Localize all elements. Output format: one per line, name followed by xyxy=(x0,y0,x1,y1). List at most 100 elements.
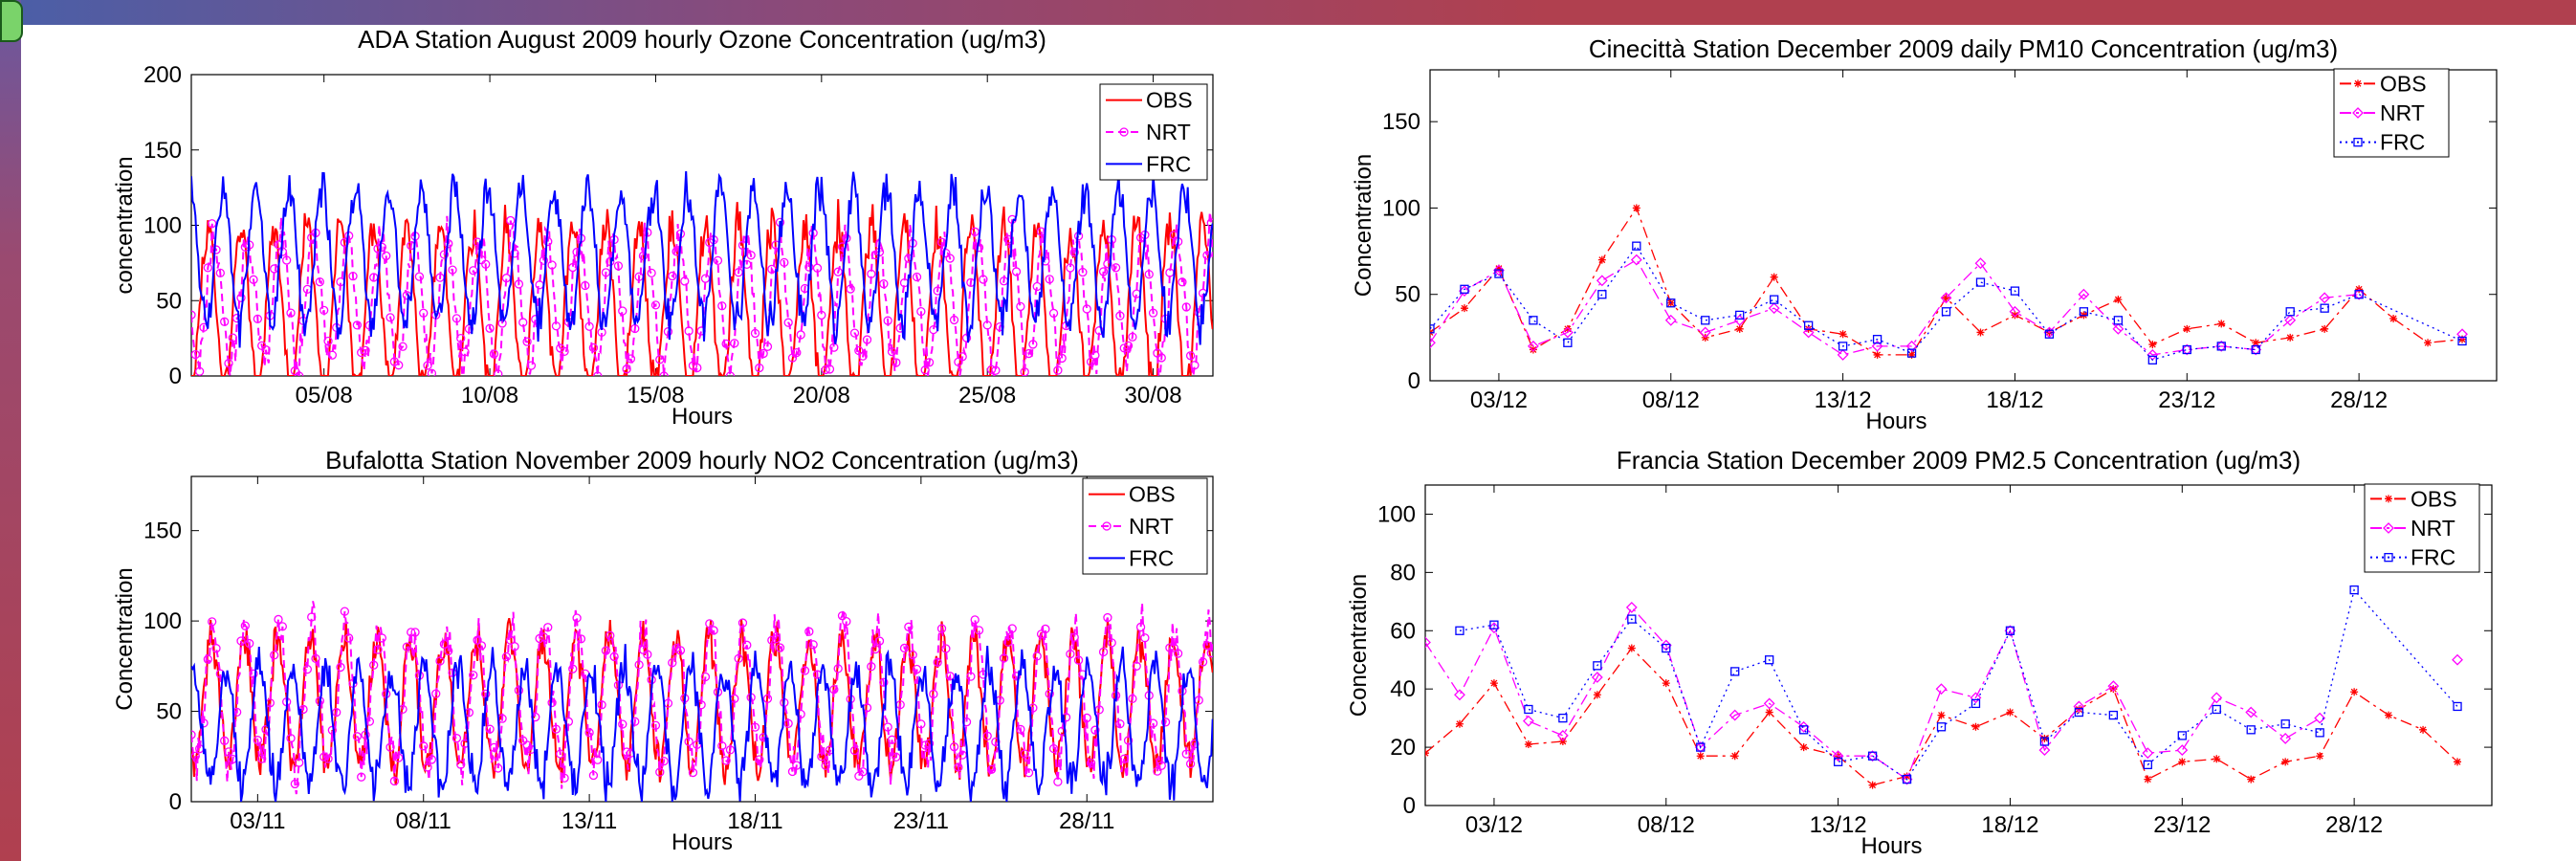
data-point-nrt xyxy=(1078,267,1088,277)
data-point-obs xyxy=(1632,204,1640,212)
data-point-nrt xyxy=(817,752,826,762)
data-point-nrt xyxy=(456,333,466,343)
data-point-frc xyxy=(2108,710,2119,720)
data-point-obs xyxy=(1937,711,1946,719)
data-point-nrt xyxy=(588,770,599,781)
data-point-nrt xyxy=(800,666,810,675)
data-point-obs xyxy=(2109,685,2118,694)
data-point-nrt xyxy=(1940,292,1952,304)
data-point-nrt xyxy=(717,301,727,311)
data-point-nrt xyxy=(510,249,519,258)
data-point-nrt xyxy=(892,752,901,762)
data-point-nrt xyxy=(1454,689,1465,701)
data-point-nrt xyxy=(1098,267,1109,276)
data-point-nrt xyxy=(224,359,233,368)
data-point-nrt xyxy=(1028,340,1038,349)
data-point-nrt xyxy=(361,345,370,355)
data-point-nrt xyxy=(501,651,512,662)
data-point-nrt xyxy=(1123,736,1134,745)
data-point-obs xyxy=(2011,311,2019,320)
data-point-nrt xyxy=(228,333,237,342)
data-point-nrt xyxy=(1045,275,1054,284)
data-point-obs xyxy=(2385,711,2393,719)
data-point-nrt xyxy=(1527,340,1539,352)
data-point-nrt xyxy=(249,275,258,284)
data-point-frc xyxy=(1597,290,1607,299)
data-point-nrt xyxy=(783,318,793,327)
data-point-nrt xyxy=(1024,768,1034,778)
data-point-nrt xyxy=(1206,648,1213,658)
data-point-frc xyxy=(2349,585,2359,595)
y-tick-label: 40 xyxy=(1390,676,1416,702)
data-point-nrt xyxy=(556,749,565,759)
data-point-nrt xyxy=(887,735,897,744)
data-point-nrt xyxy=(253,314,263,324)
data-point-nrt xyxy=(1132,661,1141,671)
data-point-nrt xyxy=(344,633,354,643)
data-point-nrt xyxy=(249,669,258,678)
data-point-nrt xyxy=(1016,301,1025,312)
data-point-nrt xyxy=(974,626,984,635)
data-point-obs xyxy=(2454,758,2462,766)
data-point-nrt xyxy=(920,740,930,750)
data-point-nrt xyxy=(688,767,698,778)
corner-tab-icon[interactable] xyxy=(0,0,23,42)
data-point-nrt xyxy=(961,333,972,342)
data-point-nrt xyxy=(883,722,892,732)
data-point-nrt xyxy=(668,271,677,281)
data-point-nrt xyxy=(1053,777,1063,786)
data-point-nrt xyxy=(904,254,914,263)
data-point-nrt xyxy=(394,361,404,370)
data-point-nrt xyxy=(277,622,288,631)
data-point-nrt xyxy=(1148,308,1158,318)
data-point-nrt xyxy=(1156,353,1166,363)
data-point-nrt xyxy=(481,259,491,269)
data-point-obs xyxy=(1460,304,1468,313)
data-point-nrt xyxy=(1041,256,1050,266)
plot-area xyxy=(1429,69,2498,382)
data-point-nrt xyxy=(941,644,951,653)
data-point-nrt xyxy=(593,755,603,764)
data-point-nrt xyxy=(982,731,992,740)
data-point-nrt xyxy=(837,611,848,621)
data-point-nrt xyxy=(949,742,959,752)
data-point-frc xyxy=(1701,316,1710,325)
data-point-nrt xyxy=(261,345,271,355)
data-point-obs xyxy=(2183,324,2191,333)
data-point-nrt xyxy=(551,321,561,331)
data-point-nrt xyxy=(1103,259,1112,269)
data-point-nrt xyxy=(1190,740,1200,749)
data-point-nrt xyxy=(2142,747,2154,760)
window-side-strip xyxy=(0,0,21,861)
data-point-obs xyxy=(1735,324,1744,333)
data-point-nrt xyxy=(2284,314,2297,326)
data-point-nrt xyxy=(2073,700,2085,713)
data-point-nrt xyxy=(195,366,205,376)
data-point-nrt xyxy=(986,364,997,374)
data-point-nrt xyxy=(2319,292,2331,304)
data-point-nrt xyxy=(2176,744,2189,757)
data-point-nrt xyxy=(1086,357,1096,366)
data-point-obs xyxy=(1976,328,1985,337)
data-point-nrt xyxy=(1115,719,1125,729)
data-point-nrt xyxy=(817,310,826,320)
data-point-frc xyxy=(1803,320,1814,330)
data-point-nrt xyxy=(1119,754,1129,763)
data-point-nrt xyxy=(448,265,457,275)
data-point-obs xyxy=(1425,749,1429,758)
data-point-nrt xyxy=(680,276,690,286)
data-point-nrt xyxy=(489,349,499,359)
data-point-nrt xyxy=(1561,326,1574,339)
data-point-nrt xyxy=(1198,657,1208,667)
data-point-obs xyxy=(2316,752,2324,761)
data-point-nrt xyxy=(924,739,935,748)
data-point-nrt xyxy=(270,651,279,660)
data-point-nrt xyxy=(1024,348,1034,359)
data-point-obs xyxy=(1730,752,1739,761)
data-point-nrt xyxy=(1970,692,1982,704)
legend-label-obs: OBS xyxy=(1129,482,1176,507)
data-point-nrt xyxy=(394,753,404,762)
data-point-nrt xyxy=(340,237,350,248)
chart-title: Francia Station December 2009 PM2.5 Conc… xyxy=(1617,446,2301,475)
data-point-frc xyxy=(2320,303,2329,313)
